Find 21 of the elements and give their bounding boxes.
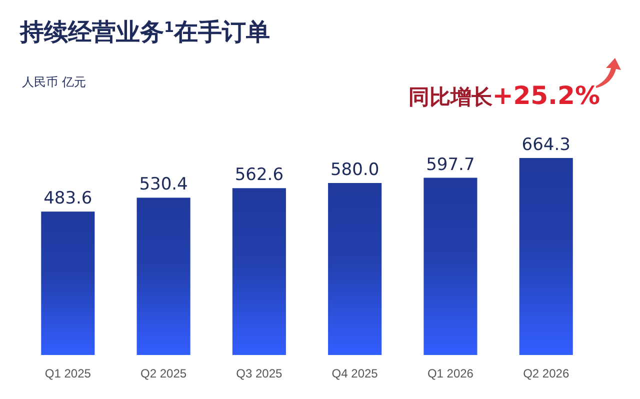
data-label: 664.3: [522, 135, 570, 155]
x-tick-label: Q4 2025: [332, 366, 378, 381]
bar: [41, 212, 95, 355]
x-tick-label: Q2 2026: [523, 366, 570, 381]
bar: [328, 183, 382, 355]
x-tick-label: Q3 2025: [236, 366, 283, 381]
bar: [136, 198, 190, 355]
x-tick-label: Q1 2026: [427, 366, 474, 381]
text: 同比增长+25.2%: [408, 81, 600, 110]
data-label: 562.6: [234, 165, 284, 186]
data-label: 530.4: [139, 174, 188, 195]
x-tick-label: Q2 2025: [140, 366, 187, 381]
bar: [424, 178, 478, 355]
data-label: 580.0: [330, 160, 380, 180]
bar: [519, 158, 573, 355]
x-tick-label: Q1 2025: [44, 366, 92, 381]
chart-title: 持续经营业务$^{1}$在手订单: [19, 18, 270, 46]
data-label: 483.6: [44, 188, 92, 209]
data-label: 597.7: [426, 154, 475, 175]
chart-subtitle: 人民币 亿元: [22, 75, 86, 89]
bar: [232, 188, 286, 355]
